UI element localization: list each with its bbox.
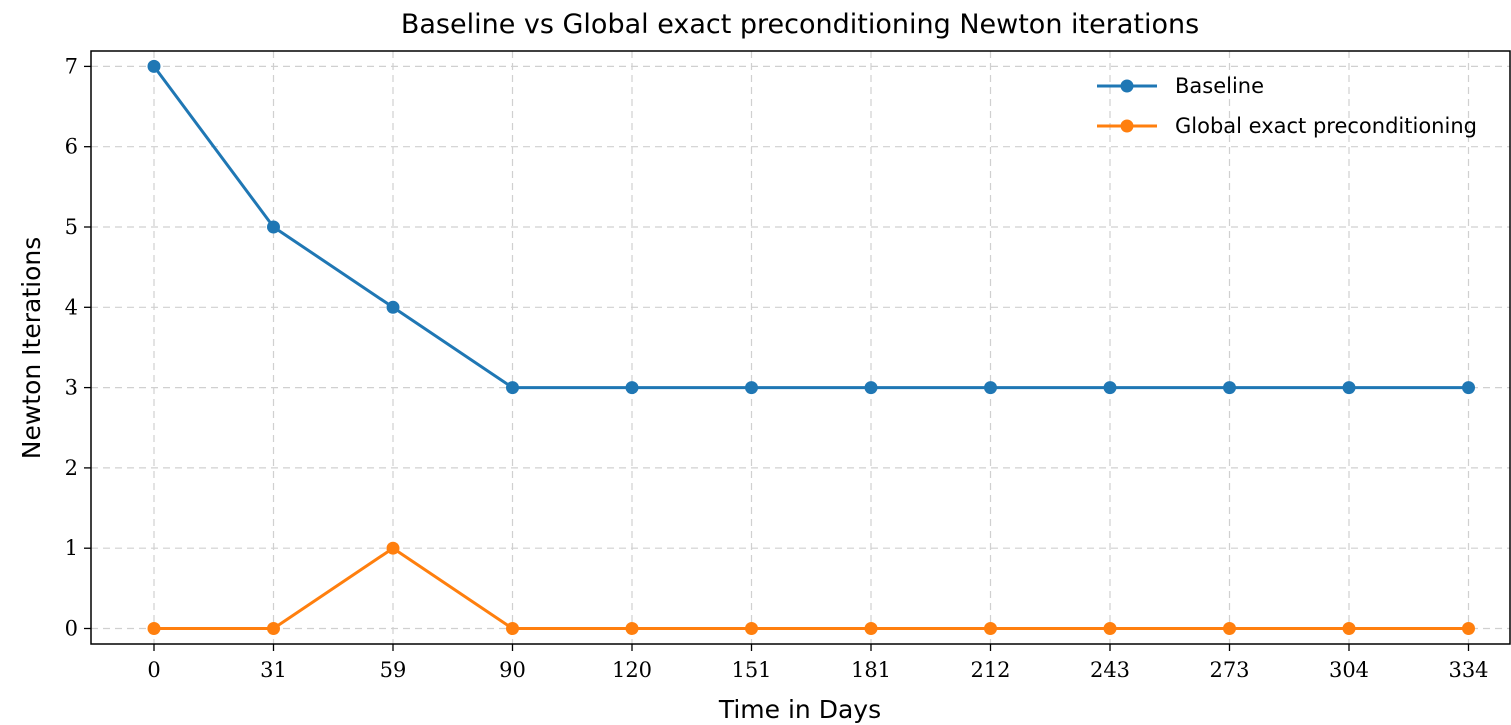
- x-tick-label: 212: [970, 658, 1010, 682]
- plot-series: [147, 59, 1475, 635]
- x-tick-label: 181: [851, 658, 891, 682]
- data-point: [745, 381, 758, 395]
- legend: Baseline Global exact preconditioning: [1097, 74, 1477, 138]
- y-tick-label: 1: [65, 536, 78, 560]
- x-tick-label: 59: [380, 658, 407, 682]
- data-point: [864, 381, 878, 395]
- y-tick-label: 0: [65, 617, 78, 641]
- data-point: [1223, 622, 1236, 635]
- data-point: [625, 381, 639, 395]
- data-point: [745, 622, 758, 635]
- y-tick-label: 7: [65, 54, 78, 78]
- data-point: [147, 622, 161, 635]
- data-point: [1462, 381, 1475, 395]
- data-point: [386, 541, 400, 555]
- x-tick-label: 0: [147, 658, 160, 682]
- y-tick-label: 6: [65, 135, 78, 159]
- data-point: [1103, 381, 1117, 395]
- y-tick-label: 5: [65, 215, 78, 239]
- y-axis-label: Newton Iterations: [17, 237, 46, 460]
- data-point: [864, 622, 878, 635]
- data-point: [1342, 381, 1356, 395]
- data-point: [1462, 622, 1475, 635]
- data-point: [625, 622, 639, 635]
- legend-marker: [1120, 119, 1134, 133]
- series-baseline: [147, 59, 1475, 395]
- plot-frame: [90, 50, 1511, 645]
- legend-item: Global exact preconditioning: [1097, 114, 1477, 138]
- x-tick-label: 151: [731, 658, 771, 682]
- data-point: [267, 220, 280, 234]
- x-axis-label: Time in Days: [718, 695, 881, 724]
- series-global-exact-preconditioning: [147, 541, 1475, 635]
- data-point: [267, 622, 280, 635]
- series-line: [152, 65, 1469, 390]
- data-point: [984, 622, 997, 635]
- y-tick-label: 2: [65, 456, 78, 480]
- legend-label: Baseline: [1175, 74, 1264, 98]
- x-tick-label: 243: [1090, 658, 1130, 682]
- legend-label: Global exact preconditioning: [1175, 114, 1477, 138]
- legend-marker: [1120, 79, 1134, 93]
- data-point: [386, 300, 400, 314]
- data-point: [1342, 622, 1356, 635]
- legend-item: Baseline: [1097, 74, 1264, 98]
- series-line: [154, 546, 1469, 630]
- x-tick-label: 31: [260, 658, 287, 682]
- data-point: [984, 381, 997, 395]
- data-point: [147, 59, 161, 73]
- data-point: [1223, 381, 1236, 395]
- x-tick-label: 334: [1448, 658, 1488, 682]
- x-tick-label: 304: [1329, 658, 1369, 682]
- data-point: [506, 622, 519, 635]
- y-tick-label: 3: [65, 376, 78, 400]
- grid-lines: [91, 51, 1510, 644]
- y-tick-label: 4: [65, 295, 78, 319]
- data-point: [1103, 622, 1117, 635]
- axis-ticks: 0 31 59 90 120 151 181 212 243 273 304 334 0 1 2 3 4 5 6 7: [65, 54, 1489, 682]
- chart-title: Baseline vs Global exact preconditioning…: [401, 9, 1199, 40]
- x-tick-label: 120: [612, 658, 652, 682]
- x-tick-label: 90: [499, 658, 526, 682]
- data-point: [506, 381, 519, 395]
- x-tick-label: 273: [1209, 658, 1249, 682]
